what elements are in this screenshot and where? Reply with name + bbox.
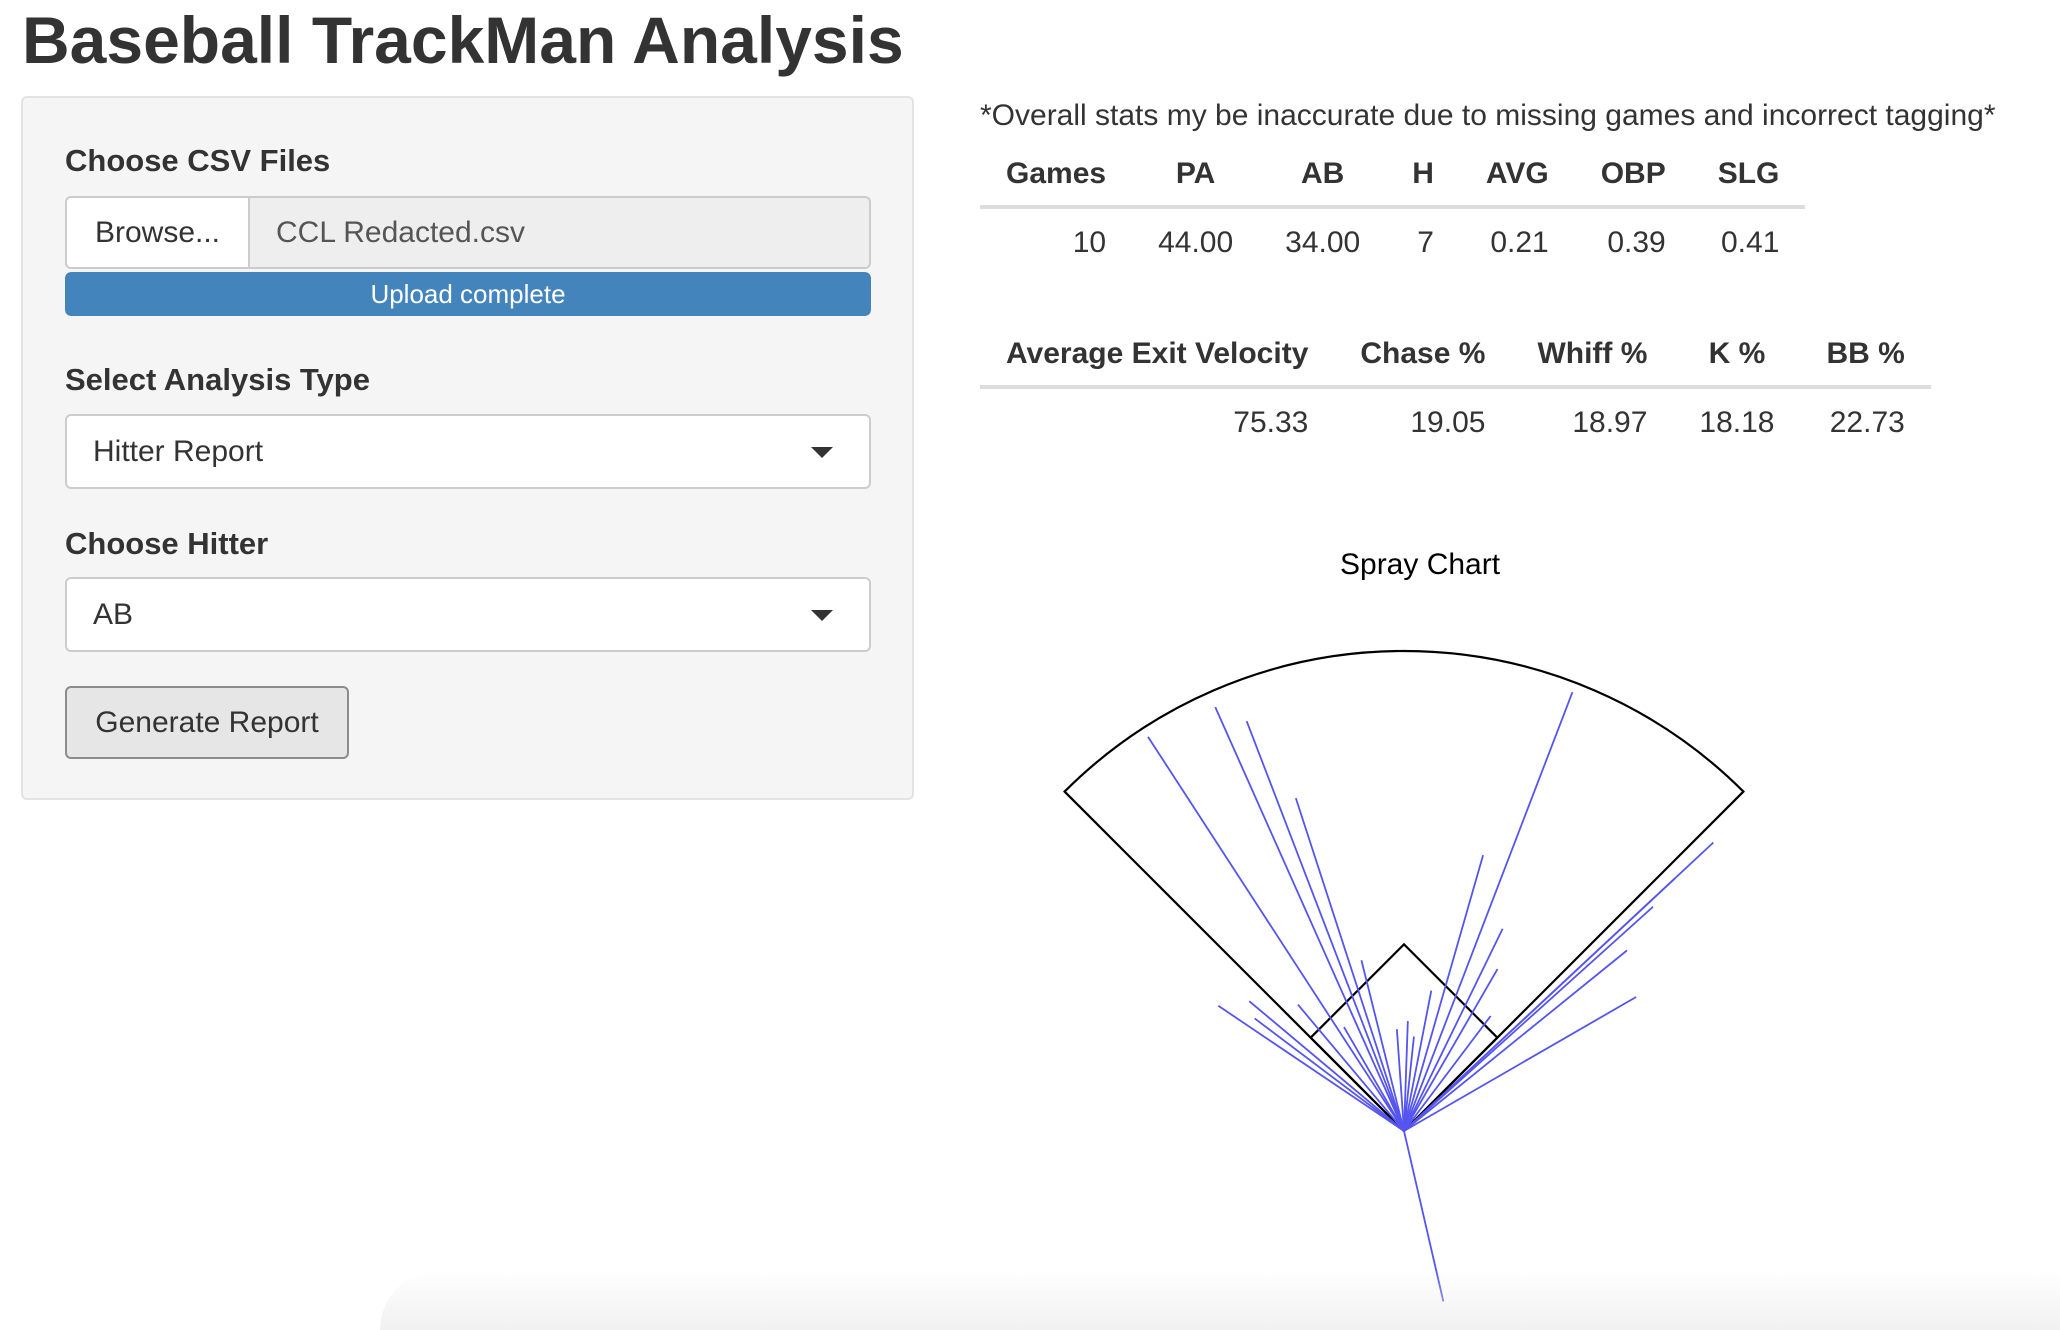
field-outline [1063, 649, 1745, 1133]
analysis-type-label: Select Analysis Type [65, 362, 370, 397]
outfield-boundary [1063, 649, 1745, 1133]
hit-line-8 [1297, 1004, 1405, 1132]
table-cell: 44.00 [1158, 226, 1234, 259]
browse-button[interactable]: Browse... [65, 196, 250, 269]
analysis-type-value: Hitter Report [93, 434, 264, 468]
hit-line-7 [1248, 1000, 1405, 1132]
table-header-row: Games PA AB H AVG OBP SLG [980, 143, 1806, 209]
hit-line-13 [1403, 1036, 1415, 1132]
hit-line-24 [1403, 996, 1637, 1132]
column-header: Chase % [1334, 323, 1512, 389]
column-header: H [1386, 143, 1460, 209]
infield-diamond [1309, 942, 1499, 1133]
column-header: OBP [1574, 143, 1692, 209]
column-header: Games [980, 143, 1133, 209]
hit-line-1 [1147, 736, 1405, 1132]
hit-line-11 [1395, 1029, 1405, 1132]
advanced-stats-table: Average Exit Velocity Chase % Whiff % K … [980, 323, 1931, 457]
table-cell: 19.05 [1410, 406, 1486, 439]
hit-lines [1147, 691, 1714, 1302]
column-header: AVG [1459, 143, 1575, 209]
table-cell: 34.00 [1285, 226, 1361, 259]
page-bottom-shadow [380, 1270, 2060, 1330]
hitter-value: AB [93, 597, 134, 631]
table-cell: 22.73 [1829, 406, 1905, 439]
column-header: PA [1132, 143, 1260, 209]
table-cell: 0.21 [1490, 226, 1549, 259]
hit-line-9 [1343, 1026, 1405, 1132]
generate-report-button[interactable]: Generate Report [65, 686, 349, 759]
table-row: 10 44.00 34.00 7 0.21 0.39 0.41 [980, 207, 1805, 277]
column-header: K % [1673, 323, 1801, 389]
upload-progress-bar: Upload complete [65, 272, 871, 316]
hit-line-18 [1403, 968, 1499, 1132]
table-cell: 18.18 [1699, 406, 1775, 439]
table-row: 75.33 19.05 18.97 18.18 22.73 [980, 387, 1931, 457]
table-cell: 18.97 [1572, 406, 1648, 439]
hit-line-15 [1403, 854, 1484, 1132]
hit-line-17 [1403, 928, 1504, 1132]
hit-line-19 [1403, 1015, 1492, 1132]
hit-line-22 [1403, 906, 1654, 1132]
hitter-select[interactable]: AB [65, 577, 871, 652]
hit-line-14 [1403, 990, 1433, 1132]
file-name-field[interactable]: CCL Redacted.csv [250, 196, 871, 269]
table-cell: 75.33 [1233, 406, 1309, 439]
table-cell: 0.39 [1607, 226, 1666, 259]
hit-line-16 [1403, 691, 1574, 1132]
column-header: Average Exit Velocity [980, 323, 1335, 389]
hit-line-6 [1254, 1017, 1405, 1132]
column-header: SLG [1691, 143, 1806, 209]
chevron-down-icon [811, 447, 833, 458]
file-input[interactable]: Browse... CCL Redacted.csv [65, 196, 871, 269]
table-cell: 10 [1072, 226, 1107, 259]
hit-line-23 [1403, 949, 1628, 1132]
file-input-label: Choose CSV Files [65, 143, 331, 178]
table-cell: 0.41 [1721, 226, 1780, 259]
column-header: AB [1259, 143, 1387, 209]
overall-stats-table: Games PA AB H AVG OBP SLG 10 44.00 34.00… [980, 143, 1806, 277]
column-header: BB % [1800, 323, 1931, 389]
hit-line-4 [1294, 797, 1405, 1132]
stats-disclaimer: *Overall stats my be inaccurate due to m… [980, 99, 1996, 132]
hit-line-12 [1403, 1021, 1409, 1132]
column-header: Whiff % [1511, 323, 1674, 389]
hitter-label: Choose Hitter [65, 526, 269, 561]
chevron-down-icon [811, 610, 833, 621]
hit-line-21 [1403, 878, 1676, 1132]
table-cell: 7 [1417, 226, 1434, 259]
analysis-type-select[interactable]: Hitter Report [65, 414, 871, 489]
hit-line-3 [1245, 720, 1405, 1132]
sidebar-panel: Choose CSV Files Browse... CCL Redacted.… [21, 96, 914, 800]
table-header-row: Average Exit Velocity Chase % Whiff % K … [980, 323, 1931, 389]
hit-line-10 [1360, 960, 1405, 1132]
hit-line-2 [1214, 706, 1405, 1132]
chart-title: Spray Chart [1340, 548, 1501, 581]
upload-progress-fill: Upload complete [65, 272, 871, 316]
hit-line-5 [1217, 1004, 1405, 1132]
page-title: Baseball TrackMan Analysis [22, 3, 904, 77]
